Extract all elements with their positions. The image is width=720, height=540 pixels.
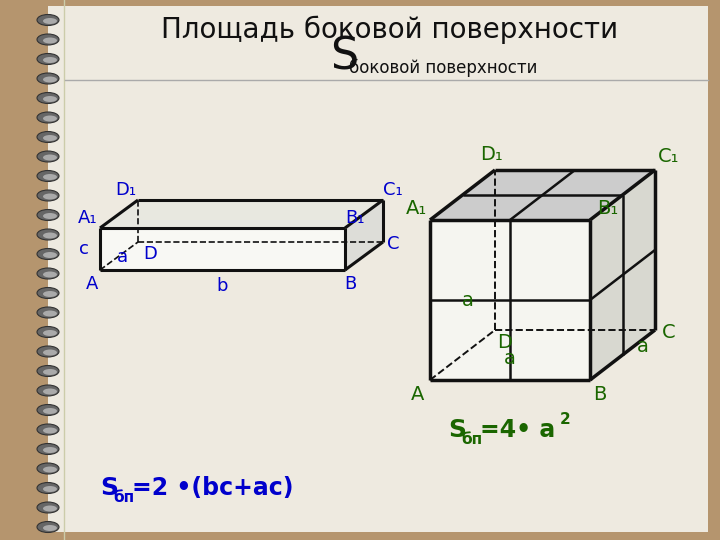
Text: боковой поверхности: боковой поверхности (349, 59, 537, 77)
Ellipse shape (37, 287, 59, 299)
Ellipse shape (43, 252, 57, 258)
Ellipse shape (43, 154, 57, 160)
Ellipse shape (37, 34, 59, 45)
Ellipse shape (37, 385, 59, 396)
Polygon shape (100, 228, 345, 270)
Ellipse shape (37, 151, 59, 162)
Ellipse shape (43, 486, 57, 492)
Text: S: S (330, 36, 359, 78)
Ellipse shape (43, 57, 57, 63)
Text: A₁: A₁ (405, 199, 427, 218)
Text: S: S (448, 418, 466, 442)
Ellipse shape (43, 525, 57, 531)
Polygon shape (590, 170, 655, 380)
Ellipse shape (43, 116, 57, 122)
Text: a: a (117, 248, 127, 266)
Text: c: c (79, 240, 89, 258)
Ellipse shape (37, 92, 59, 104)
Ellipse shape (43, 330, 57, 336)
Text: бп: бп (461, 431, 482, 447)
Ellipse shape (37, 210, 59, 220)
Text: D: D (498, 333, 513, 352)
Ellipse shape (37, 15, 59, 25)
Text: a: a (504, 348, 516, 368)
Text: D: D (143, 245, 157, 263)
Ellipse shape (37, 171, 59, 181)
Polygon shape (100, 200, 383, 228)
Ellipse shape (43, 18, 57, 24)
Ellipse shape (43, 193, 57, 199)
Text: S: S (100, 476, 118, 500)
Ellipse shape (43, 408, 57, 414)
Text: C₁: C₁ (658, 146, 680, 165)
Ellipse shape (37, 268, 59, 279)
Text: C: C (387, 235, 400, 253)
Text: B₁: B₁ (598, 199, 618, 218)
Text: a: a (462, 291, 474, 309)
Ellipse shape (43, 388, 57, 395)
Ellipse shape (37, 463, 59, 474)
Ellipse shape (37, 112, 59, 123)
Ellipse shape (43, 213, 57, 219)
Text: D₁: D₁ (480, 145, 503, 165)
Text: A: A (86, 275, 98, 293)
Text: 2: 2 (560, 413, 571, 428)
Ellipse shape (43, 272, 57, 278)
Ellipse shape (37, 190, 59, 201)
Ellipse shape (37, 483, 59, 494)
Ellipse shape (37, 502, 59, 513)
Ellipse shape (43, 77, 57, 83)
Polygon shape (430, 170, 655, 220)
Text: B: B (344, 275, 356, 293)
Polygon shape (430, 220, 590, 380)
Polygon shape (345, 200, 383, 270)
Text: B₁: B₁ (346, 209, 365, 227)
Text: B: B (593, 384, 607, 403)
Ellipse shape (43, 428, 57, 434)
Ellipse shape (37, 229, 59, 240)
Ellipse shape (37, 248, 59, 260)
Ellipse shape (37, 53, 59, 64)
Ellipse shape (43, 174, 57, 180)
Text: C₁: C₁ (383, 181, 403, 199)
Ellipse shape (37, 132, 59, 143)
Bar (0, 0, 48, 540)
Text: бп: бп (113, 489, 134, 504)
Ellipse shape (43, 310, 57, 316)
Text: b: b (217, 277, 228, 295)
Ellipse shape (37, 522, 59, 532)
Ellipse shape (37, 443, 59, 455)
Text: a: a (636, 338, 649, 356)
Text: =2 •(bc+ac): =2 •(bc+ac) (132, 476, 294, 500)
Ellipse shape (37, 424, 59, 435)
Text: Площадь боковой поверхности: Площадь боковой поверхности (161, 16, 618, 44)
Text: D₁: D₁ (115, 181, 137, 199)
Ellipse shape (37, 73, 59, 84)
Ellipse shape (43, 291, 57, 297)
Ellipse shape (43, 349, 57, 355)
Ellipse shape (43, 233, 57, 239)
Ellipse shape (43, 135, 57, 141)
Ellipse shape (37, 404, 59, 415)
Ellipse shape (37, 307, 59, 318)
Ellipse shape (37, 346, 59, 357)
Ellipse shape (37, 327, 59, 338)
Ellipse shape (43, 447, 57, 453)
Text: =4• a: =4• a (480, 418, 555, 442)
Ellipse shape (37, 366, 59, 376)
Text: A₁: A₁ (78, 209, 98, 227)
Ellipse shape (43, 96, 57, 102)
Ellipse shape (43, 369, 57, 375)
Ellipse shape (43, 37, 57, 44)
Ellipse shape (43, 467, 57, 472)
Text: A: A (411, 384, 425, 403)
Text: C: C (662, 322, 676, 341)
Ellipse shape (43, 505, 57, 511)
